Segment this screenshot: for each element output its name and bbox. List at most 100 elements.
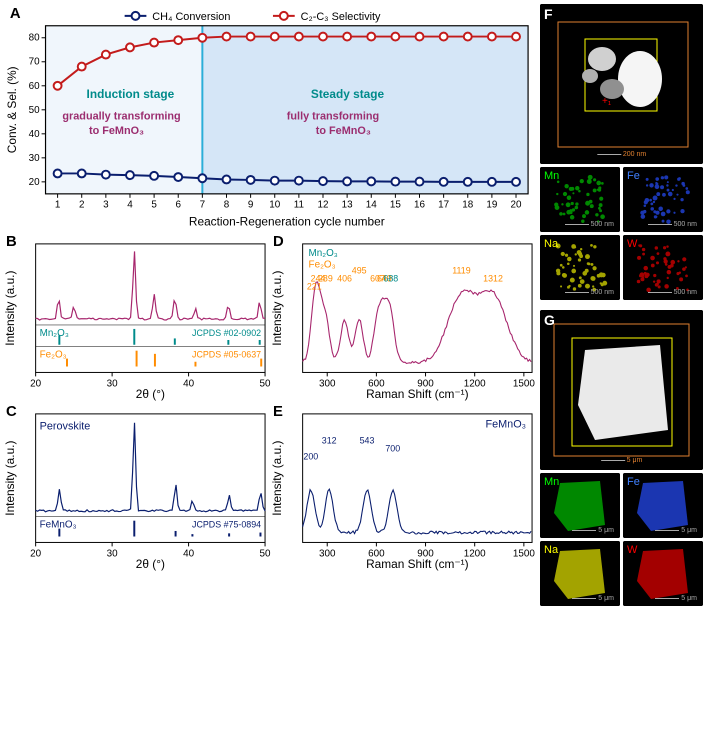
svg-text:E: E — [273, 404, 283, 420]
panel-a-chart: 1234567891011121314151617181920203040506… — [4, 4, 538, 231]
svg-text:Induction stage: Induction stage — [87, 87, 175, 101]
svg-text:12: 12 — [318, 200, 329, 211]
svg-text:312: 312 — [322, 436, 337, 446]
svg-text:JCPDS #02-0902: JCPDS #02-0902 — [192, 328, 261, 338]
svg-text:16: 16 — [414, 200, 425, 211]
svg-text:495: 495 — [352, 266, 367, 276]
svg-text:300: 300 — [319, 548, 336, 559]
panel-c-chart: 20 30 40 50 Perovskite FeMnO₃ JCPDS #75-0894 2θ… — [4, 404, 271, 572]
svg-text:406: 406 — [337, 273, 352, 283]
svg-text:70: 70 — [29, 57, 40, 68]
svg-text:200: 200 — [303, 451, 318, 461]
micrograph-Fe-F: Fe 500 nm — [623, 167, 703, 232]
svg-text:11: 11 — [294, 200, 305, 211]
svg-text:2θ (°): 2θ (°) — [136, 557, 165, 571]
svg-text:30: 30 — [107, 378, 118, 389]
svg-text:14: 14 — [366, 200, 377, 211]
panel-a: 1234567891011121314151617181920203040506… — [4, 4, 538, 234]
panel-e-chart: 30060090012001500200312543700FeMnO₃Raman… — [271, 404, 538, 572]
svg-text:Fe₂O₃: Fe₂O₃ — [309, 260, 336, 271]
micrograph-Mn-G: Mn 5 μm — [540, 473, 620, 538]
svg-text:6: 6 — [175, 200, 181, 211]
svg-text:Intensity (a.u.): Intensity (a.u.) — [4, 441, 17, 516]
svg-text:50: 50 — [260, 548, 271, 559]
svg-text:Mn₂O₃: Mn₂O₃ — [40, 328, 69, 339]
panel-b-chart: 20304050Mn₂O₃JCPDS #02-0902Fe₂O₃JCPDS #0… — [4, 234, 271, 402]
svg-text:Conv. & Sel. (%): Conv. & Sel. (%) — [5, 66, 19, 153]
panel-c: 20 30 40 50 Perovskite FeMnO₃ JCPDS #75-0894 2θ… — [4, 404, 271, 574]
svg-text:CH₄ Conversion: CH₄ Conversion — [152, 11, 230, 23]
svg-text:A: A — [10, 6, 21, 22]
svg-text:C: C — [6, 404, 17, 420]
svg-text:40: 40 — [183, 378, 194, 389]
panel-g: G 5 μm Mn 5 μm Fe 5 μm Na 5 μm — [540, 310, 703, 606]
svg-text:2: 2 — [79, 200, 85, 211]
svg-text:4: 4 — [127, 200, 133, 211]
svg-text:fully transforming: fully transforming — [287, 110, 379, 122]
svg-text:7: 7 — [200, 200, 206, 211]
svg-text:Raman Shift (cm⁻¹): Raman Shift (cm⁻¹) — [366, 557, 469, 571]
svg-text:Fe₂O₃: Fe₂O₃ — [40, 350, 67, 361]
svg-text:1: 1 — [55, 200, 61, 211]
micrograph-Fe-G: Fe 5 μm — [623, 473, 703, 538]
micrograph-Na-F: Na 500 nm — [540, 235, 620, 300]
svg-text:to FeMnO₃: to FeMnO₃ — [316, 125, 371, 137]
svg-text:JCPDS #75-0894: JCPDS #75-0894 — [192, 520, 261, 530]
svg-text:20: 20 — [511, 200, 522, 211]
svg-text:2θ (°): 2θ (°) — [136, 387, 165, 401]
svg-text:5: 5 — [151, 200, 157, 211]
micrograph-main-G: G 5 μm — [540, 310, 703, 470]
svg-text:20: 20 — [29, 177, 40, 188]
svg-text:Reaction-Regeneration cycle nu: Reaction-Regeneration cycle number — [189, 215, 385, 229]
svg-text:JCPDS #05-0637: JCPDS #05-0637 — [192, 350, 261, 360]
svg-text:3: 3 — [103, 200, 109, 211]
svg-text:B: B — [6, 234, 17, 250]
svg-text:30: 30 — [107, 548, 118, 559]
svg-text:17: 17 — [438, 200, 449, 211]
svg-text:18: 18 — [462, 200, 473, 211]
svg-text:FeMnO₃: FeMnO₃ — [485, 419, 526, 431]
svg-text:8: 8 — [224, 200, 230, 211]
svg-text:15: 15 — [390, 200, 401, 211]
svg-text:1500: 1500 — [513, 378, 535, 389]
svg-text:300: 300 — [319, 378, 336, 389]
svg-text:13: 13 — [342, 200, 353, 211]
svg-text:Raman Shift (cm⁻¹): Raman Shift (cm⁻¹) — [366, 387, 469, 401]
svg-text:10: 10 — [269, 200, 280, 211]
svg-text:30: 30 — [29, 153, 40, 164]
svg-text:Steady stage: Steady stage — [311, 87, 385, 101]
micrograph-W-F: W 500 nm — [623, 235, 703, 300]
micrograph-Na-G: Na 5 μm — [540, 541, 620, 606]
panel-f: F +₁ 200 nm Mn 500 nm Fe 500 nm — [540, 4, 703, 300]
svg-text:700: 700 — [385, 443, 400, 453]
svg-text:50: 50 — [29, 105, 40, 116]
micrograph-Mn-F: Mn 500 nm — [540, 167, 620, 232]
svg-text:to FeMnO₃: to FeMnO₃ — [89, 125, 144, 137]
svg-text:Intensity (a.u.): Intensity (a.u.) — [4, 271, 17, 346]
svg-text:289: 289 — [318, 273, 333, 283]
svg-text:Perovskite: Perovskite — [40, 421, 91, 433]
svg-text:80: 80 — [29, 33, 40, 44]
panel-d: 3006009001200150022124428940649560764968… — [271, 234, 538, 404]
panel-e: 30060090012001500200312543700FeMnO₃Raman… — [271, 404, 538, 574]
svg-text:20: 20 — [30, 378, 41, 389]
svg-text:60: 60 — [29, 81, 40, 92]
svg-text:1312: 1312 — [483, 273, 503, 283]
svg-text:gradually transforming: gradually transforming — [62, 110, 180, 122]
svg-text:1500: 1500 — [513, 548, 535, 559]
panel-d-chart: 3006009001200150022124428940649560764968… — [271, 234, 538, 402]
panel-b: 20304050Mn₂O₃JCPDS #02-0902Fe₂O₃JCPDS #0… — [4, 234, 271, 404]
svg-text:40: 40 — [29, 129, 40, 140]
micrograph-W-G: W 5 μm — [623, 541, 703, 606]
svg-text:19: 19 — [486, 200, 497, 211]
svg-text:Intensity (a.u.): Intensity (a.u.) — [271, 271, 284, 346]
svg-text:688: 688 — [383, 273, 398, 283]
svg-text:Mn₂O₃: Mn₂O₃ — [309, 248, 338, 259]
micrograph-main-F: F +₁ 200 nm — [540, 4, 703, 164]
svg-text:FeMnO₃: FeMnO₃ — [40, 520, 77, 531]
svg-text:543: 543 — [360, 436, 375, 446]
svg-text:Intensity (a.u.): Intensity (a.u.) — [271, 441, 284, 516]
svg-text:20: 20 — [30, 548, 41, 559]
svg-text:D: D — [273, 234, 284, 250]
svg-text:40: 40 — [183, 548, 194, 559]
